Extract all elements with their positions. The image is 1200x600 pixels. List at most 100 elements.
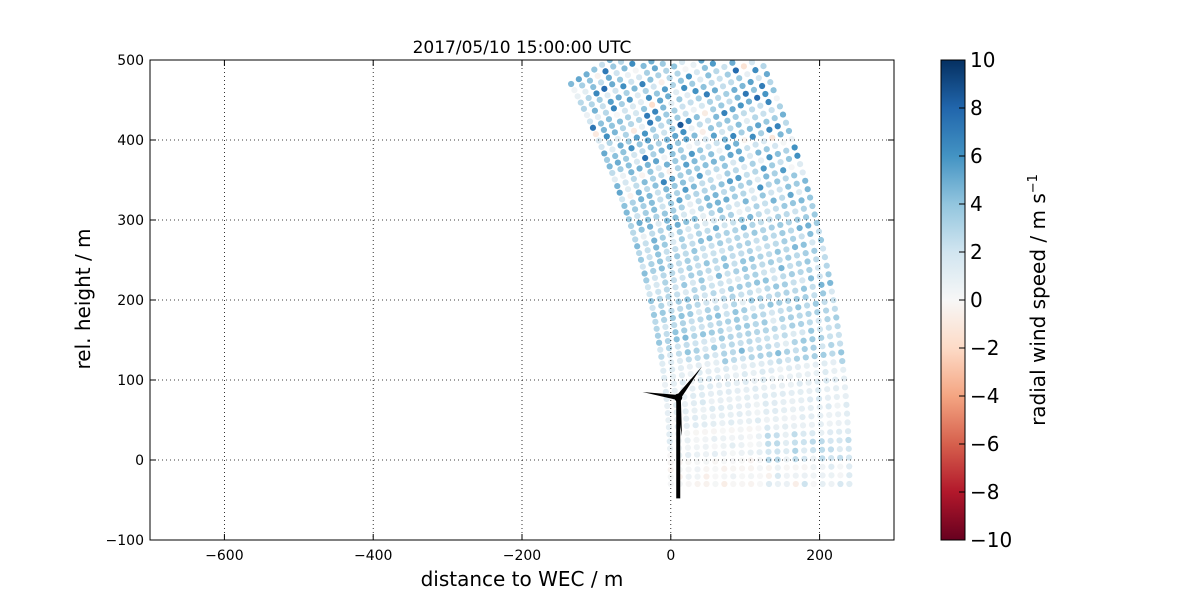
scan-point [825,324,832,331]
scan-point [631,151,638,159]
scan-point [623,89,630,97]
scan-point [690,400,698,407]
scan-point [776,299,783,306]
scan-point [702,220,709,227]
scan-point [795,372,802,379]
colorbar-ticks: −10 −8 −6 −4 −2 0 2 4 6 8 10 [959,48,1012,552]
scan-point [710,250,717,257]
scan-point [676,197,683,204]
scan-point [748,297,755,304]
scan-point [753,279,761,286]
scan-point [640,105,648,113]
scan-point [631,85,638,92]
scan-point [646,192,653,200]
scan-point [734,275,742,283]
scan-point [698,60,705,64]
scan-point [773,341,781,349]
scan-point [678,60,686,66]
scan-point [824,386,831,393]
scan-point [671,387,678,394]
scan-point [796,160,804,168]
scan-point [756,457,763,464]
scan-point [728,419,735,426]
scan-point [719,342,727,350]
scan-point [790,414,797,421]
scan-point [639,81,646,88]
scan-point [624,114,632,121]
scan-point [691,247,698,255]
scan-point [757,157,765,164]
colorbar: −10 −8 −6 −4 −2 0 2 4 6 8 10 radial wind speed / m… [940,48,1050,552]
scan-point [734,387,741,394]
scan-point [682,66,689,73]
scan-point [774,291,781,298]
scan-point [813,219,820,227]
scan-point [757,352,764,359]
scan-point [653,325,660,332]
scan-point [713,68,720,75]
scan-point [606,139,613,147]
scan-point [680,211,688,218]
scan-point [712,191,719,199]
scan-point [693,347,700,354]
scan-point [771,325,778,332]
scan-point [726,178,734,185]
scan-point [755,74,762,82]
scan-point [765,181,772,188]
scan-point [689,385,696,392]
scan-point [714,367,721,374]
scan-point [726,396,733,403]
scan-point [802,214,810,221]
scan-point [625,138,632,145]
scan-point [789,322,796,329]
scan-point [819,480,826,488]
scan-point [721,162,728,169]
scan-point [620,149,627,156]
scan-point [646,254,653,261]
scan-point [779,315,786,323]
scan-point [624,186,632,193]
scan-point [718,335,725,342]
scan-point [652,158,660,165]
scan-point [771,115,778,122]
scan-point [709,60,716,67]
scan-point [598,143,605,151]
scan-point [571,87,578,94]
scan-point [831,367,838,375]
scan-point [779,111,787,118]
scan-point [792,456,799,463]
scan-point [754,409,761,416]
scan-point [845,454,853,461]
scan-point [793,295,800,303]
scan-point [703,480,710,488]
scan-point [666,300,674,307]
scan-point [787,227,795,234]
scan-point [808,421,816,428]
scan-point [606,163,613,170]
scan-point [727,125,734,132]
scan-point [771,170,778,177]
scan-point [748,106,756,113]
scan-point [803,362,810,369]
scan-point [616,189,623,196]
scan-point [757,130,765,137]
scan-point [734,234,741,242]
scan-point [639,148,646,155]
scan-point [706,314,713,321]
scan-point [763,408,770,415]
colorbar-title-text: radial wind speed / m s [1026,193,1050,426]
scan-point [668,100,675,107]
scan-point [710,217,718,224]
scan-point [698,391,706,398]
scan-point [783,480,790,488]
scan-point [669,366,676,373]
scan-point [727,411,734,418]
scan-point [705,368,712,375]
scan-point [782,431,789,438]
scan-point [706,202,713,209]
scan-point [753,237,760,244]
scan-point [766,251,773,258]
scan-point [699,154,706,161]
scan-point [694,466,701,473]
scan-point [658,79,665,86]
